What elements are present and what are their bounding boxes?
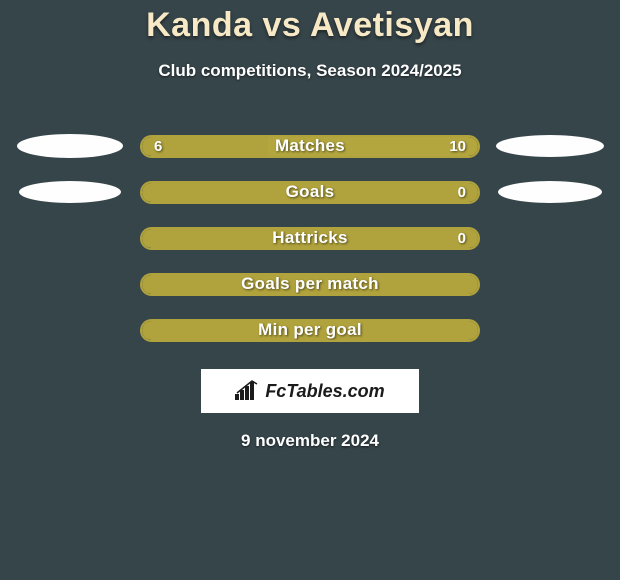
stat-row: 610Matches xyxy=(0,123,620,169)
stat-row: Goals per match xyxy=(0,261,620,307)
stat-bar-fill-a xyxy=(142,137,268,156)
team-a-marker xyxy=(17,134,123,158)
stat-bar-fill-a xyxy=(142,321,478,340)
stat-row: Min per goal xyxy=(0,307,620,353)
team-a-marker-slot xyxy=(0,181,140,203)
date-label: 9 november 2024 xyxy=(0,431,620,451)
team-a-marker xyxy=(19,181,121,203)
team-b-marker xyxy=(498,181,602,203)
team-b-marker-slot xyxy=(480,181,620,203)
team-a-marker-slot xyxy=(0,134,140,158)
player-b-name: Avetisyan xyxy=(310,6,474,44)
stat-bar-fill-b xyxy=(268,137,478,156)
vs-label: vs xyxy=(262,6,301,44)
stat-row: 0Hattricks xyxy=(0,215,620,261)
subtitle: Club competitions, Season 2024/2025 xyxy=(0,61,620,81)
stat-bar: Min per goal xyxy=(140,319,480,342)
stat-bar: Goals per match xyxy=(140,273,480,296)
player-a-name: Kanda xyxy=(146,6,252,44)
stat-bar: 610Matches xyxy=(140,135,480,158)
brand-text: FcTables.com xyxy=(265,381,384,402)
stat-bar: 0Hattricks xyxy=(140,227,480,250)
bars-icon xyxy=(235,380,261,402)
stat-bar-fill-a xyxy=(142,275,478,294)
stats-rows: 610Matches 0Goals 0Hattricks Goals per matc… xyxy=(0,123,620,353)
stat-bar-fill-a xyxy=(142,229,478,248)
stat-bar: 0Goals xyxy=(140,181,480,204)
team-b-marker xyxy=(496,135,604,157)
stat-row: 0Goals xyxy=(0,169,620,215)
brand-box[interactable]: FcTables.com xyxy=(201,369,419,413)
stat-bar-fill-a xyxy=(142,183,478,202)
comparison-title: Kanda vs Avetisyan xyxy=(0,0,620,45)
team-b-marker-slot xyxy=(480,135,620,157)
